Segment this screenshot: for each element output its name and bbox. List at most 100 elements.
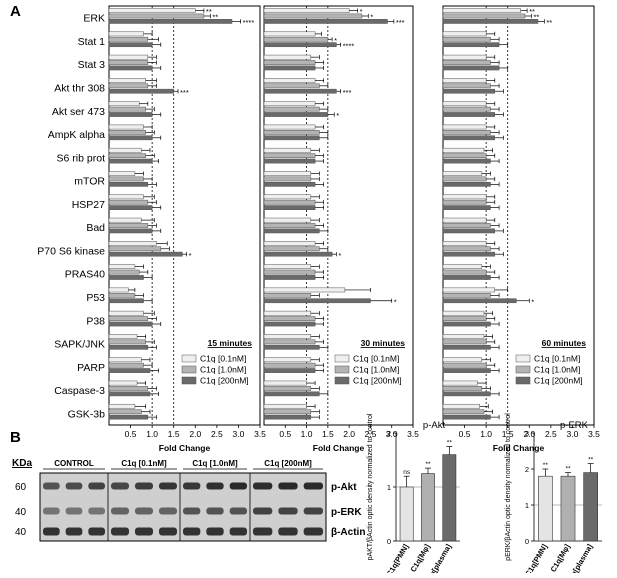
y-tick-label: 0 — [525, 537, 529, 546]
significance-mark: ns — [403, 469, 411, 476]
category-label: Akt thr 308 — [54, 82, 105, 94]
significance-mark: **** — [343, 41, 355, 50]
bar — [263, 181, 316, 187]
significance-mark: ** — [447, 440, 453, 447]
category-label: AmpK alpha — [48, 129, 105, 141]
bar — [263, 176, 312, 182]
y-axis-title: pAKT/βActin optic density normalized to … — [367, 413, 374, 560]
bar — [108, 13, 205, 19]
bar — [442, 205, 491, 210]
bar — [263, 147, 312, 153]
bar — [442, 334, 485, 339]
legend-label: C1q [200nM] — [200, 376, 249, 386]
bar — [263, 13, 363, 19]
significance-mark: ** — [588, 457, 594, 464]
x-tick-label: 1.5 — [168, 429, 180, 439]
blot-band — [88, 527, 105, 536]
legend-label: C1q [1.0nM] — [534, 365, 580, 375]
legend-label: C1q [1.0nM] — [353, 365, 399, 375]
blot-band — [183, 527, 201, 536]
y-tick-label: 1 — [387, 483, 391, 492]
blot-band — [43, 482, 60, 490]
legend-label: C1q [0.1nM] — [534, 354, 580, 364]
bar — [442, 101, 487, 107]
bar — [442, 217, 487, 223]
bar — [442, 316, 487, 321]
bar — [108, 101, 140, 107]
bar — [442, 147, 485, 153]
category-label: C1q[Mφ] — [549, 542, 572, 573]
bar — [442, 83, 491, 89]
bar — [442, 171, 483, 176]
bar — [108, 36, 149, 42]
blot-band — [303, 482, 323, 490]
blot-band — [183, 482, 201, 490]
significance-mark: ** — [543, 462, 549, 469]
bar — [442, 380, 478, 386]
bar — [108, 31, 144, 37]
bar — [263, 171, 312, 176]
bar — [263, 310, 312, 316]
bar — [263, 334, 312, 339]
blot-group-label: C1q [0.1nM] — [121, 459, 167, 468]
kda-value: 40 — [15, 527, 27, 538]
blot-band — [303, 507, 323, 515]
blot-band — [159, 527, 177, 536]
x-tick-label: 2.0 — [343, 429, 355, 439]
bar — [108, 246, 162, 252]
bar — [108, 124, 144, 130]
bar — [442, 106, 491, 112]
bar — [108, 176, 144, 182]
legend-label: C1q [200nM] — [353, 376, 402, 386]
bar — [263, 275, 316, 280]
x-tick-label: 1.5 — [502, 429, 514, 439]
bar — [442, 153, 487, 159]
bar — [108, 106, 146, 112]
bar — [442, 368, 491, 373]
bar — [263, 386, 312, 391]
bar — [442, 339, 487, 345]
bar — [263, 228, 320, 234]
bar — [442, 19, 539, 24]
category-label: P53 — [86, 292, 105, 304]
bar — [263, 246, 320, 252]
category-label: PRAS40 — [65, 269, 105, 281]
blot-band — [111, 482, 129, 490]
bar — [442, 414, 491, 420]
bar — [442, 269, 487, 275]
bar — [442, 409, 485, 415]
category-label: S6 rib prot — [57, 152, 106, 164]
significance-mark: * — [370, 13, 373, 22]
kda-value: 40 — [15, 507, 27, 518]
x-tick-label: 3.0 — [567, 429, 579, 439]
bar — [108, 334, 138, 339]
bar — [108, 292, 136, 298]
bar — [108, 275, 144, 280]
bar — [399, 486, 414, 542]
bar — [108, 264, 136, 270]
x-axis-title: Fold Change — [493, 443, 545, 453]
x-tick-label: 1.0 — [301, 429, 313, 439]
bar — [263, 83, 320, 89]
bar — [442, 181, 491, 187]
legend-label: C1q [200nM] — [534, 376, 583, 386]
blot-band — [278, 527, 298, 536]
bar — [442, 60, 491, 65]
legend-swatch — [515, 365, 531, 374]
bar — [263, 251, 333, 257]
bar — [263, 36, 329, 42]
blot-group-label: CONTROL — [54, 459, 94, 468]
bar — [108, 241, 157, 246]
blot-band — [253, 527, 273, 536]
bar — [108, 386, 149, 391]
significance-mark: * — [394, 297, 397, 306]
bar — [263, 414, 312, 420]
bar — [263, 269, 316, 275]
bar — [108, 88, 174, 94]
category-label: P38 — [86, 315, 105, 327]
bar — [108, 339, 146, 345]
bar — [108, 287, 129, 293]
bar — [442, 78, 487, 83]
bar — [442, 310, 485, 316]
bar — [442, 36, 491, 42]
